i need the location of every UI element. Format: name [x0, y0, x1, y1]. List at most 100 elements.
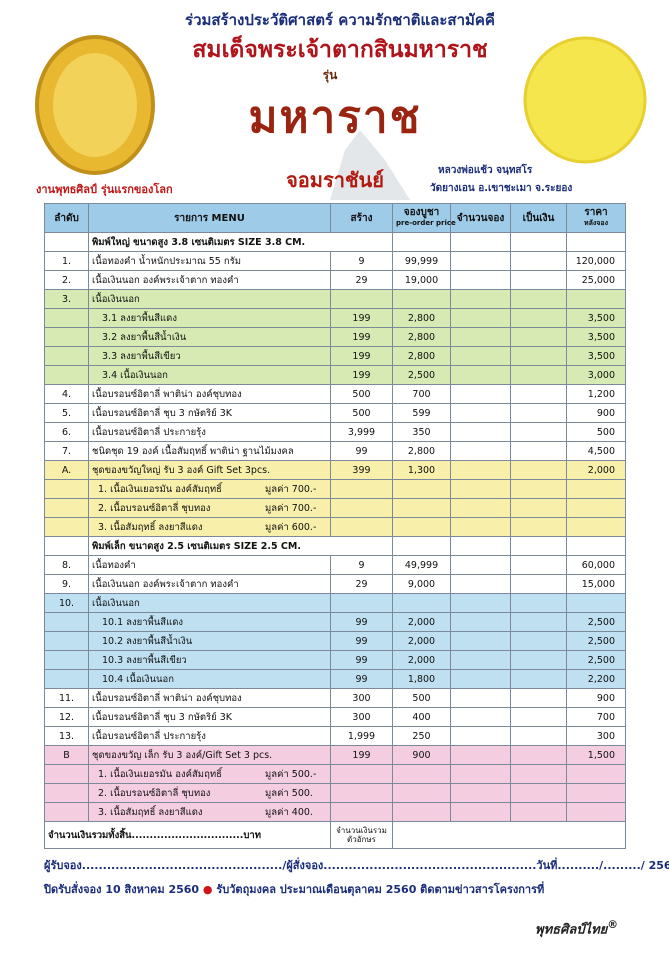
row-number	[44, 517, 89, 537]
table-row: 1. เนื้อเงินเยอรมัน องค์สัมฤทธิ์ มูลค่า 7…	[44, 479, 626, 499]
item: เนื้อบรอนซ์อิตาลี่ ชุบ 3 กษัตริย์ 3K	[88, 707, 331, 727]
table-row: 4. เนื้อบรอนซ์อิตาลี่ พาติน่า องค์ชุบทอง 5…	[44, 384, 626, 404]
table-row: 3.3 ลงยาพื้นสีเขียว 199 2,800 3,500	[44, 346, 626, 366]
item: 2. เนื้อบรอนซ์อิตาลี่ ชุบทอง มูลค่า 500.	[88, 783, 331, 803]
preorder-price	[392, 802, 451, 822]
amount	[510, 669, 567, 689]
empty-cell	[510, 232, 567, 252]
left-note: งานพุทธศิลป์ รุ่นแรกของโลก	[36, 183, 173, 196]
after-price: 3,500	[566, 327, 626, 347]
quantity-made: 300	[330, 688, 393, 708]
series-word: รุ่น	[322, 68, 338, 82]
table-row: 1. เนื้อทองคำ น้ำหนักประมาณ 55 กรัม 9 99,99…	[44, 251, 626, 271]
item-text: 10.2 ลงยาพื้นสีน้ำเงิน	[102, 635, 193, 647]
order-qty	[450, 688, 511, 708]
item: เนื้อบรอนซ์อิตาลี่ ประกายรุ้ง	[88, 422, 331, 442]
preorder-price	[392, 289, 451, 309]
after-price	[566, 802, 626, 822]
amount	[510, 498, 567, 518]
after-price: 2,500	[566, 631, 626, 651]
after-price: 4,500	[566, 441, 626, 461]
total-label: จำนวนเงินรวมทั้งสิ้น....................…	[44, 821, 331, 849]
preorder-price	[392, 517, 451, 537]
order-qty	[450, 289, 511, 309]
title: สมเด็จพระเจ้าตากสินมหาราช	[192, 37, 488, 63]
preorder-price: 2,500	[392, 365, 451, 385]
after-price	[566, 783, 626, 803]
after-price: 3,500	[566, 346, 626, 366]
amount	[510, 650, 567, 670]
row-number: 3.	[44, 289, 89, 309]
item-text: เนื้อเงินนอก องค์พระเจ้าตาก ทองคำ	[92, 274, 239, 286]
quantity-made: 300	[330, 707, 393, 727]
table-row: 10.3 ลงยาพื้นสีเขียว 99 2,000 2,500	[44, 650, 626, 670]
order-qty	[450, 403, 511, 423]
after-price	[566, 498, 626, 518]
row-number: A.	[44, 460, 89, 480]
after-price: 900	[566, 688, 626, 708]
table-row: 2. เนื้อบรอนซ์อิตาลี่ ชุบทอง มูลค่า 700.-	[44, 498, 626, 518]
amount	[510, 707, 567, 727]
column-header: เป็นเงิน	[510, 203, 567, 233]
amount	[510, 631, 567, 651]
amount	[510, 593, 567, 613]
item: เนื้อเงินนอก	[88, 593, 331, 613]
empty-cell	[392, 232, 451, 252]
row-number	[44, 612, 89, 632]
after-price: 1,200	[566, 384, 626, 404]
item-text: เนื้อเงินนอก	[92, 597, 140, 609]
row-number: 11.	[44, 688, 89, 708]
quantity-made: 3,999	[330, 422, 393, 442]
amount	[510, 327, 567, 347]
total-words-line: ตัวอักษร	[347, 835, 376, 844]
after-price: 15,000	[566, 574, 626, 594]
after-price	[566, 479, 626, 499]
order-qty	[450, 707, 511, 727]
quantity-made: 99	[330, 650, 393, 670]
item-text: เนื้อบรอนซ์อิตาลี่ ชุบ 3 กษัตริย์ 3K	[92, 407, 232, 419]
preorder-price: 900	[392, 745, 451, 765]
table-row: 5. เนื้อบรอนซ์อิตาลี่ ชุบ 3 กษัตริย์ 3K 50…	[44, 403, 626, 423]
row-number: 5.	[44, 403, 89, 423]
bullet: ●	[202, 883, 213, 896]
column-header-line: จองบูชา	[403, 207, 440, 218]
after-price: 120,000	[566, 251, 626, 271]
item: 3. เนื้อสัมฤทธิ์ ลงยาสีแดง มูลค่า 600.-	[88, 517, 331, 537]
table-row: 6. เนื้อบรอนซ์อิตาลี่ ประกายรุ้ง 3,999 350 5…	[44, 422, 626, 442]
row-number	[44, 346, 89, 366]
preorder-price: 700	[392, 384, 451, 404]
table-row: 11. เนื้อบรอนซ์อิตาลี่ พาติน่า องค์ชุบทอง…	[44, 688, 626, 708]
amount	[510, 384, 567, 404]
total-words-line: จำนวนเงินรวม	[336, 826, 387, 835]
item: 3.4 เนื้อเงินนอก	[88, 365, 331, 385]
row-number: B	[44, 745, 89, 765]
preorder-price: 19,000	[392, 270, 451, 290]
item: เนื้อเงินนอก องค์พระเจ้าตาก ทองคำ	[88, 574, 331, 594]
empty-cell	[392, 536, 451, 556]
order-qty	[450, 574, 511, 594]
row-number: 8.	[44, 555, 89, 575]
column-header: จำนวนจอง	[450, 203, 511, 233]
amount	[510, 346, 567, 366]
preorder-price: 2,000	[392, 612, 451, 632]
item: 10.2 ลงยาพื้นสีน้ำเงิน	[88, 631, 331, 651]
item: ชนิดชุด 19 องค์ เนื้อสัมฤทธิ์ พาติน่า ฐา…	[88, 441, 331, 461]
item: 3.1 ลงยาพื้นสีแดง	[88, 308, 331, 328]
quantity-made	[330, 593, 393, 613]
column-header-line: ราคา	[584, 207, 608, 218]
preorder-price: 350	[392, 422, 451, 442]
column-header-line: pre-order price	[396, 219, 456, 227]
after-price: 300	[566, 726, 626, 746]
preorder-price: 1,300	[392, 460, 451, 480]
item-text: ชุดของขวัญ เล็ก รับ 3 องค์/Gift Set 3 pc…	[92, 749, 273, 761]
preorder-price: 500	[392, 688, 451, 708]
after-price	[566, 289, 626, 309]
item-text: 1. เนื้อเงินเยอรมัน องค์สัมฤทธิ์	[98, 483, 222, 495]
item-text: 3.4 เนื้อเงินนอก	[102, 369, 168, 381]
amount	[510, 764, 567, 784]
item-text: เนื้อทองคำ	[92, 559, 136, 571]
gold-medal-inner	[53, 53, 137, 157]
tagline: ร่วมสร้างประวัติศาสตร์ ความรักชาติและสาม…	[185, 11, 495, 29]
quantity-made	[330, 498, 393, 518]
order-qty	[450, 783, 511, 803]
